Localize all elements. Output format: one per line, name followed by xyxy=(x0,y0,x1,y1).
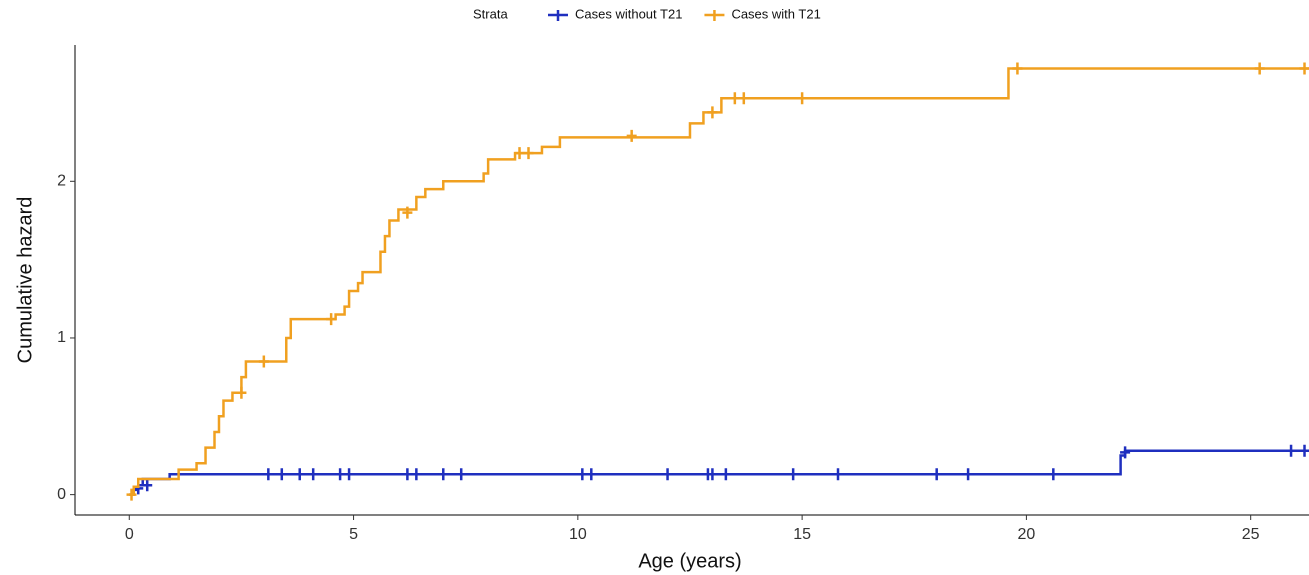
legend-label: Cases without T21 xyxy=(575,6,682,21)
censor-mark xyxy=(258,355,269,368)
x-tick-label: 10 xyxy=(569,526,587,543)
censor-mark xyxy=(263,468,274,481)
x-tick-label: 0 xyxy=(125,526,134,543)
y-tick-label: 1 xyxy=(57,329,66,346)
censor-mark xyxy=(335,468,346,481)
censor-mark xyxy=(1299,62,1309,75)
hazard-line xyxy=(129,67,1309,496)
censor-mark xyxy=(1048,468,1059,481)
censor-mark xyxy=(523,147,534,160)
censor-mark xyxy=(326,313,337,326)
legend-label: Cases with T21 xyxy=(731,6,820,21)
censor-mark xyxy=(788,468,799,481)
censor-mark xyxy=(738,92,749,105)
censor-mark xyxy=(586,468,597,481)
censor-mark xyxy=(438,468,449,481)
hazard-line xyxy=(129,449,1309,496)
censor-mark xyxy=(729,92,740,105)
x-tick-label: 15 xyxy=(793,526,811,543)
x-tick-label: 5 xyxy=(349,526,358,543)
censor-mark xyxy=(1254,62,1265,75)
censor-mark xyxy=(456,468,467,481)
censor-mark xyxy=(294,468,305,481)
censor-mark xyxy=(411,468,422,481)
censor-mark xyxy=(963,468,974,481)
censor-mark xyxy=(1012,62,1023,75)
censor-mark xyxy=(126,488,137,501)
x-tick-label: 25 xyxy=(1242,526,1260,543)
legend-title: Strata xyxy=(473,6,508,21)
censor-mark xyxy=(344,468,355,481)
censor-mark xyxy=(402,206,413,219)
censor-mark xyxy=(931,468,942,481)
censor-mark xyxy=(833,468,844,481)
censor-mark xyxy=(1299,444,1309,457)
censor-mark xyxy=(236,386,247,399)
censor-mark xyxy=(707,468,718,481)
censor-mark xyxy=(514,147,525,160)
y-axis-title: Cumulative hazard xyxy=(14,197,36,364)
y-tick-label: 2 xyxy=(57,173,66,190)
censor-mark xyxy=(626,129,637,142)
censor-mark xyxy=(662,468,673,481)
censor-mark xyxy=(1286,444,1297,457)
censor-mark xyxy=(276,468,287,481)
censor-mark xyxy=(720,468,731,481)
censor-mark xyxy=(142,479,153,492)
censor-mark xyxy=(797,92,808,105)
censor-mark xyxy=(707,106,718,119)
censor-mark xyxy=(1120,446,1131,459)
x-axis-title: Age (years) xyxy=(638,550,741,572)
censor-mark xyxy=(308,468,319,481)
x-tick-label: 20 xyxy=(1018,526,1036,543)
y-tick-label: 0 xyxy=(57,486,66,503)
censor-mark xyxy=(577,468,588,481)
censor-mark xyxy=(402,468,413,481)
